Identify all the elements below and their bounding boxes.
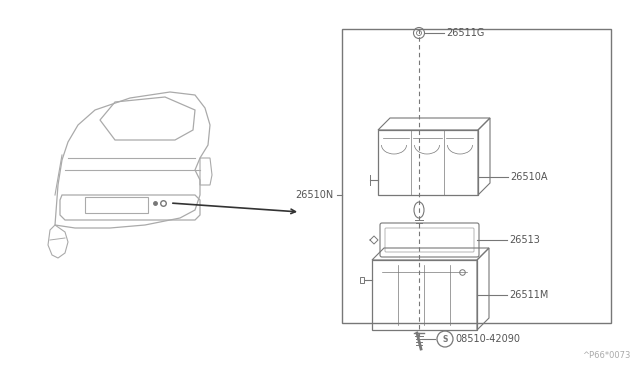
Text: 26513: 26513 <box>509 235 540 245</box>
Text: 26511G: 26511G <box>446 28 484 38</box>
Text: 26510N: 26510N <box>296 190 334 200</box>
Bar <box>360 277 364 283</box>
Text: ^P66*0073: ^P66*0073 <box>582 351 630 360</box>
Bar <box>378 130 478 195</box>
Bar <box>372 260 477 330</box>
Bar <box>342 29 611 323</box>
Text: 26511M: 26511M <box>509 290 548 300</box>
Text: 26510A: 26510A <box>510 172 547 182</box>
Text: 08510-42090: 08510-42090 <box>455 334 520 344</box>
Text: S: S <box>442 334 448 343</box>
